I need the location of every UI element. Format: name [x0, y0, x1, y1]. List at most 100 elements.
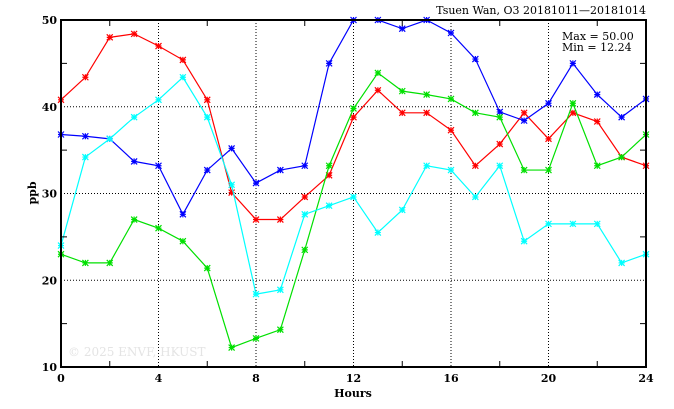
data-point-marker [228, 344, 236, 351]
grid-lines [61, 20, 646, 367]
y-tick-label: 40 [42, 101, 58, 114]
data-point-marker [618, 113, 626, 121]
x-tick-label: 16 [443, 372, 459, 385]
data-point-marker [471, 55, 479, 63]
data-point-marker [520, 109, 528, 117]
data-point-marker [81, 259, 89, 267]
data-point-marker [130, 30, 138, 38]
data-point-marker [325, 171, 333, 179]
data-point-marker [374, 86, 382, 94]
data-point-marker [471, 162, 479, 170]
data-point-marker [301, 193, 309, 201]
data-point-marker [203, 166, 211, 174]
data-point-marker [203, 96, 211, 104]
data-point-marker [179, 73, 187, 81]
data-point-marker [301, 210, 309, 218]
data-point-marker [155, 42, 162, 50]
data-point-marker [81, 73, 89, 81]
data-point-marker [179, 56, 187, 64]
data-point-marker [203, 113, 211, 121]
x-axis-label: Hours [334, 387, 372, 400]
data-point-marker [423, 162, 431, 170]
y-tick-label: 30 [42, 188, 58, 201]
data-point-marker [130, 216, 138, 223]
x-tick-label: 24 [638, 372, 654, 385]
y-tick-label: 10 [42, 361, 58, 374]
data-point-marker [374, 69, 382, 77]
data-point-marker [447, 166, 455, 174]
data-point-marker [203, 264, 211, 272]
data-point-marker [252, 179, 260, 187]
data-point-marker [618, 259, 626, 267]
data-point-marker [301, 246, 309, 254]
data-point-marker [350, 113, 357, 121]
x-tick-label: 12 [346, 372, 361, 385]
axis-ticks: 0 4 8 12 16 20 24 10 20 30 40 50 [42, 14, 654, 385]
data-point-marker [81, 153, 89, 161]
data-point-marker [593, 91, 601, 99]
data-point-marker [545, 99, 552, 107]
data-point-marker [398, 25, 406, 33]
data-point-marker [106, 135, 114, 143]
data-point-marker [447, 29, 455, 37]
data-point-marker [569, 99, 577, 107]
data-point-marker [569, 220, 577, 228]
data-point-marker [106, 259, 114, 267]
x-tick-label: 20 [541, 372, 557, 385]
data-point-marker [228, 144, 236, 152]
data-point-marker [545, 166, 552, 174]
y-axis-label: ppb [26, 181, 39, 204]
watermark: © 2025 ENVF, HKUST [68, 345, 206, 359]
data-point-marker [350, 105, 357, 112]
data-point-marker [325, 59, 333, 67]
data-point-marker [325, 202, 333, 210]
data-point-marker [155, 96, 162, 104]
data-point-marker [520, 237, 528, 245]
data-point-marker [276, 326, 284, 334]
data-point-marker [325, 162, 333, 170]
data-point-marker [423, 91, 431, 99]
data-point-marker [447, 126, 455, 134]
min-annotation: Min = 12.24 [562, 41, 632, 54]
data-point-marker [252, 290, 260, 298]
data-point-marker [179, 237, 187, 245]
data-point-marker [471, 193, 479, 201]
data-point-marker [106, 33, 114, 41]
data-point-marker [398, 206, 406, 214]
x-tick-label: 8 [252, 372, 260, 385]
data-point-marker [520, 117, 528, 125]
data-point-marker [520, 166, 528, 174]
data-point-marker [471, 109, 479, 117]
data-point-marker [252, 216, 260, 223]
x-tick-label: 4 [155, 372, 163, 385]
data-point-marker [179, 210, 187, 218]
data-point-marker [496, 140, 504, 148]
plot-frame [60, 19, 647, 368]
data-point-marker [593, 162, 601, 170]
series-line-20181013 [60, 72, 647, 349]
data-point-marker [569, 109, 577, 117]
data-point-marker [252, 334, 260, 342]
data-point-marker [130, 113, 138, 121]
data-point-marker [155, 224, 162, 232]
data-point-marker [569, 59, 577, 67]
data-point-marker [350, 193, 357, 201]
data-point-marker [618, 153, 626, 161]
data-point-marker [593, 220, 601, 228]
chart-title: Tsuen Wan, O3 20181011—20181014 [436, 4, 646, 17]
data-point-marker [81, 132, 89, 140]
data-point-marker [545, 220, 552, 228]
data-point-marker [593, 118, 601, 125]
data-point-marker [374, 229, 382, 236]
data-point-marker [398, 87, 406, 95]
data-point-marker [496, 162, 504, 170]
data-point-marker [447, 95, 455, 103]
data-point-marker [228, 181, 236, 189]
data-point-marker [276, 166, 284, 174]
data-point-marker [228, 189, 236, 197]
data-point-marker [276, 216, 284, 223]
data-point-marker [398, 109, 406, 117]
x-tick-label: 0 [57, 372, 65, 385]
data-point-marker [155, 162, 162, 170]
